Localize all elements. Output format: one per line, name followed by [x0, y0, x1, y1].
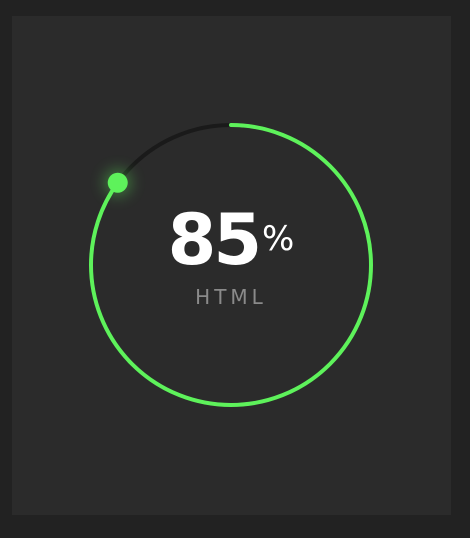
progress-knob[interactable]: [107, 172, 128, 193]
progress-arc: [89, 123, 373, 407]
progress-readout: 85 % HTML: [131, 205, 331, 309]
progress-value-line: 85 %: [131, 205, 331, 275]
progress-label: HTML: [195, 285, 267, 309]
progress-unit: %: [262, 219, 295, 259]
progress-card: [12, 16, 451, 515]
progress-value: 85: [167, 199, 262, 281]
